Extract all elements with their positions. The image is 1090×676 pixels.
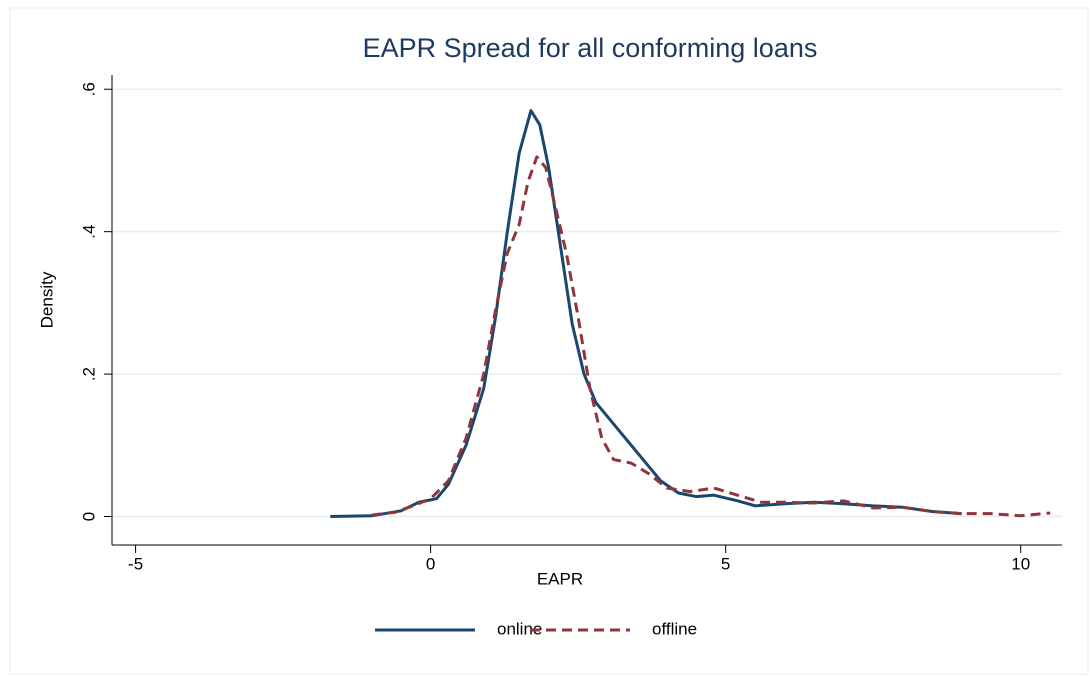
legend-label: offline bbox=[652, 619, 697, 638]
y-axis-label: Density bbox=[37, 271, 56, 328]
x-tick-label: -5 bbox=[128, 554, 143, 573]
x-tick-label: 5 bbox=[721, 554, 730, 573]
legend-label: online bbox=[497, 619, 542, 638]
y-tick-label: .6 bbox=[79, 82, 98, 96]
chart-title: EAPR Spread for all conforming loans bbox=[363, 33, 818, 63]
x-tick-label: 0 bbox=[426, 554, 435, 573]
y-tick-label: .4 bbox=[79, 225, 98, 239]
x-axis-label: EAPR bbox=[537, 569, 583, 588]
x-tick-label: 10 bbox=[1011, 554, 1030, 573]
y-tick-label: .2 bbox=[79, 367, 98, 381]
series-line bbox=[371, 155, 1051, 518]
chart-frame bbox=[9, 7, 1089, 675]
y-tick-label: 0 bbox=[79, 512, 98, 521]
